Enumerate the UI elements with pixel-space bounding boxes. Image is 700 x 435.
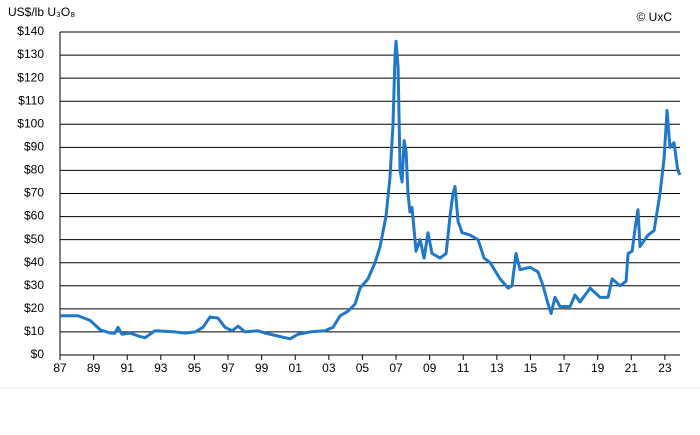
- y-tick-label: $0: [31, 347, 45, 361]
- x-tick-label: 91: [121, 361, 135, 375]
- y-tick-label: $130: [17, 47, 44, 61]
- y-tick-label: $110: [18, 93, 44, 107]
- credit: © UxC: [636, 10, 672, 24]
- y-tick-label: $140: [17, 24, 44, 38]
- y-tick-label: $30: [24, 278, 44, 292]
- x-tick-label: 03: [322, 361, 336, 375]
- x-tick-label: 97: [221, 361, 235, 375]
- y-tick-label: $70: [24, 186, 44, 200]
- y-tick-label: $90: [24, 140, 44, 154]
- y-tick-label: $60: [24, 209, 44, 223]
- price-line: [60, 39, 682, 341]
- y-tick-label: $50: [24, 232, 44, 246]
- x-tick-label: 21: [625, 361, 639, 375]
- x-tick-label: 07: [389, 361, 403, 375]
- x-tick-label: 09: [423, 361, 437, 375]
- y-tick-label: $100: [17, 116, 44, 130]
- x-tick-label: 05: [356, 361, 370, 375]
- y-axis-label: US$/lb U₃O₈: [8, 5, 75, 19]
- y-tick-label: $40: [24, 255, 44, 269]
- y-tick-label: $120: [17, 70, 44, 84]
- x-tick-label: 19: [591, 361, 605, 375]
- y-tick-label: $80: [24, 163, 44, 177]
- x-tick-label: 87: [53, 361, 67, 375]
- y-tick-label: $10: [24, 324, 44, 338]
- x-tick-label: 89: [87, 361, 101, 375]
- x-tick-label: 13: [490, 361, 504, 375]
- x-tick-label: 17: [557, 361, 571, 375]
- x-tick-label: 99: [255, 361, 269, 375]
- y-tick-label: $20: [24, 301, 44, 315]
- x-tick-label: 23: [658, 361, 672, 375]
- x-tick-label: 93: [154, 361, 168, 375]
- x-tick-label: 15: [524, 361, 538, 375]
- x-tick-label: 01: [289, 361, 303, 375]
- x-tick-label: 11: [457, 361, 470, 375]
- x-tick-label: 95: [188, 361, 202, 375]
